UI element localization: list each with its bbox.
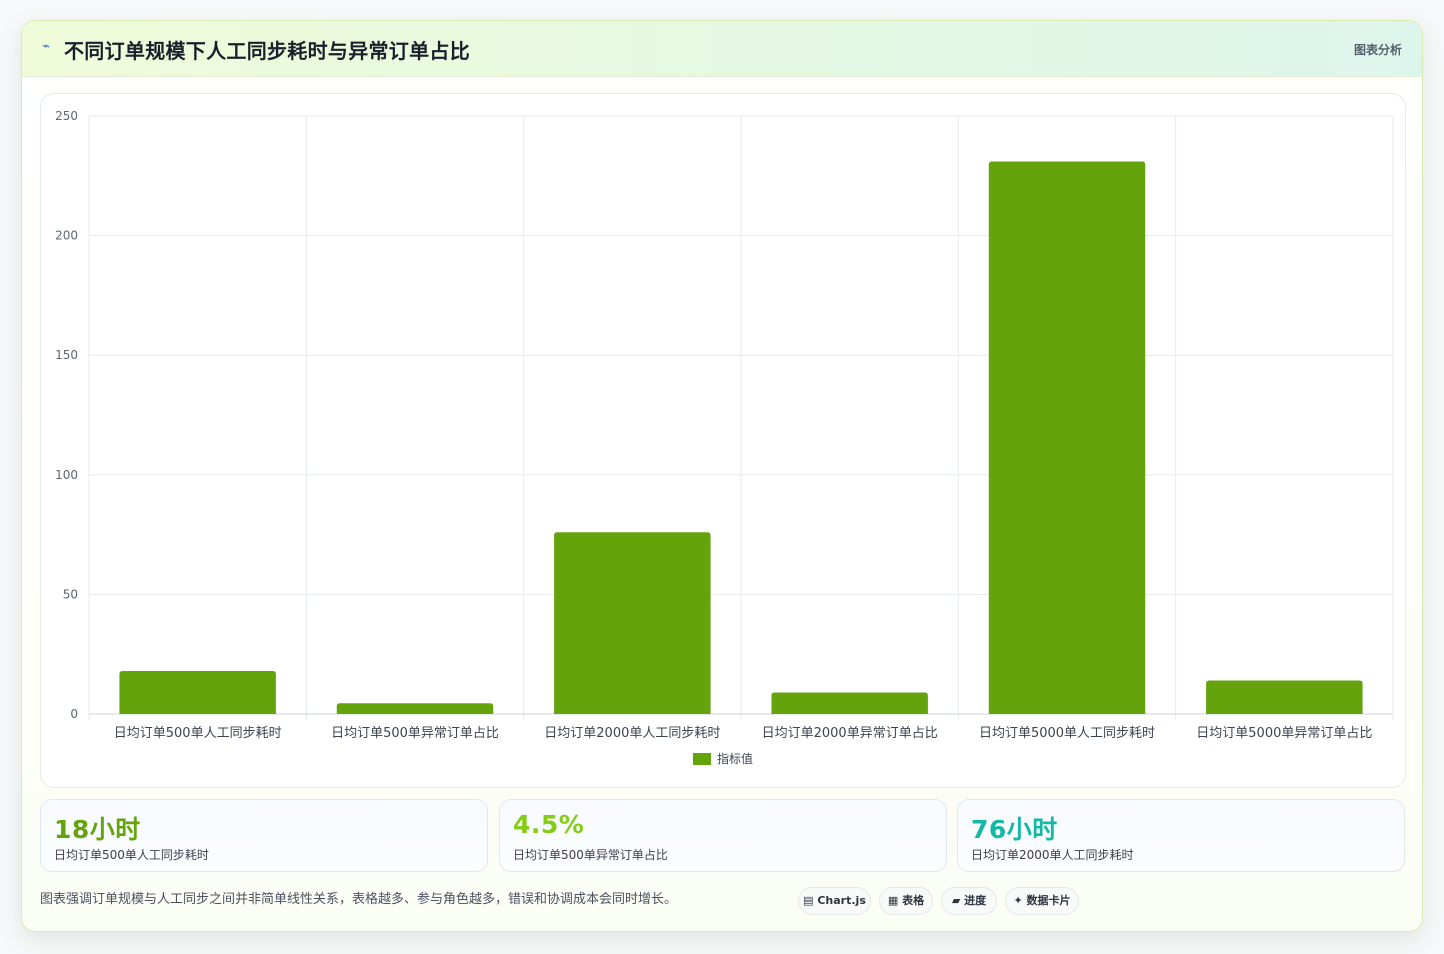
- x-tick-label: 日均订单2000单异常订单占比: [762, 726, 938, 741]
- stat-value: 4.5%: [513, 810, 585, 839]
- stat-label: 日均订单500单人工同步耗时: [54, 848, 209, 862]
- y-tick-label: 50: [63, 587, 78, 601]
- header-tag: 图表分析: [1353, 43, 1402, 57]
- x-tick-label: 日均订单500单人工同步耗时: [114, 726, 282, 741]
- stat-label: 日均订单500单异常订单占比: [513, 848, 668, 862]
- chart-card: ⌁ 不同订单规模下人工同步耗时与异常订单占比 图表分析 0 50 100 150 200…: [21, 20, 1423, 932]
- pill-data-cards[interactable]: ✦ 数据卡片: [1005, 887, 1079, 915]
- pill-label: Chart.js: [817, 894, 866, 907]
- chart-title: 不同订单规模下人工同步耗时与异常订单占比: [64, 39, 470, 63]
- bar-chart: 0 50 100 150 200 250 日均订单500单人工同步耗时 日均订单500单异常订…: [55, 109, 1394, 766]
- y-tick-label: 100: [55, 468, 78, 482]
- pill-label: 数据卡片: [1026, 894, 1071, 907]
- pill-label: 进度: [964, 894, 987, 907]
- pill-chartjs[interactable]: ▤ Chart.js: [798, 887, 871, 915]
- chart-icon: ▤: [803, 894, 814, 907]
- x-tick-label: 日均订单2000单人工同步耗时: [544, 726, 720, 741]
- bar: [988, 161, 1146, 714]
- stat-card-2: 4.5% 日均订单500单异常订单占比: [499, 799, 947, 872]
- y-tick-label: 250: [55, 109, 78, 123]
- stat-value: 76小时: [971, 815, 1058, 844]
- bar: [1206, 680, 1363, 714]
- x-tick-label: 日均订单5000单异常订单占比: [1196, 726, 1372, 741]
- y-tick-label: 150: [55, 348, 78, 362]
- chart-footnote: 图表强调订单规模与人工同步之间并非简单线性关系，表格越多、参与角色越多，错误和协…: [40, 892, 678, 907]
- pill-label: 表格: [902, 894, 925, 907]
- chart-panel: 0 50 100 150 200 250 日均订单500单人工同步耗时 日均订单500单异常订…: [40, 93, 1406, 788]
- bar: [554, 532, 711, 714]
- legend-swatch: [693, 753, 711, 765]
- bar: [119, 670, 276, 714]
- stat-label: 日均订单2000单人工同步耗时: [971, 848, 1134, 862]
- progress-icon: ▰: [951, 894, 961, 907]
- stat-card-1: 18小时 日均订单500单人工同步耗时: [40, 799, 488, 872]
- chart-line-icon: ⌁: [42, 39, 50, 54]
- legend-label: 指标值: [717, 751, 753, 766]
- y-tick-label: 200: [55, 229, 78, 243]
- bar: [771, 692, 928, 714]
- bar: [336, 703, 494, 714]
- sparkle-icon: ✦: [1013, 894, 1023, 907]
- stat-value: 18小时: [54, 815, 141, 844]
- table-icon: ▦: [887, 894, 899, 907]
- x-tick-label: 日均订单5000单人工同步耗时: [979, 726, 1155, 741]
- pill-progress[interactable]: ▰ 进度: [941, 887, 997, 915]
- card-header: ⌁ 不同订单规模下人工同步耗时与异常订单占比 图表分析: [22, 21, 1422, 77]
- stat-card-3: 76小时 日均订单2000单人工同步耗时: [957, 799, 1405, 872]
- x-tick-label: 日均订单500单异常订单占比: [331, 726, 499, 741]
- pill-table[interactable]: ▦ 表格: [879, 887, 933, 915]
- y-tick-label: 0: [70, 707, 78, 721]
